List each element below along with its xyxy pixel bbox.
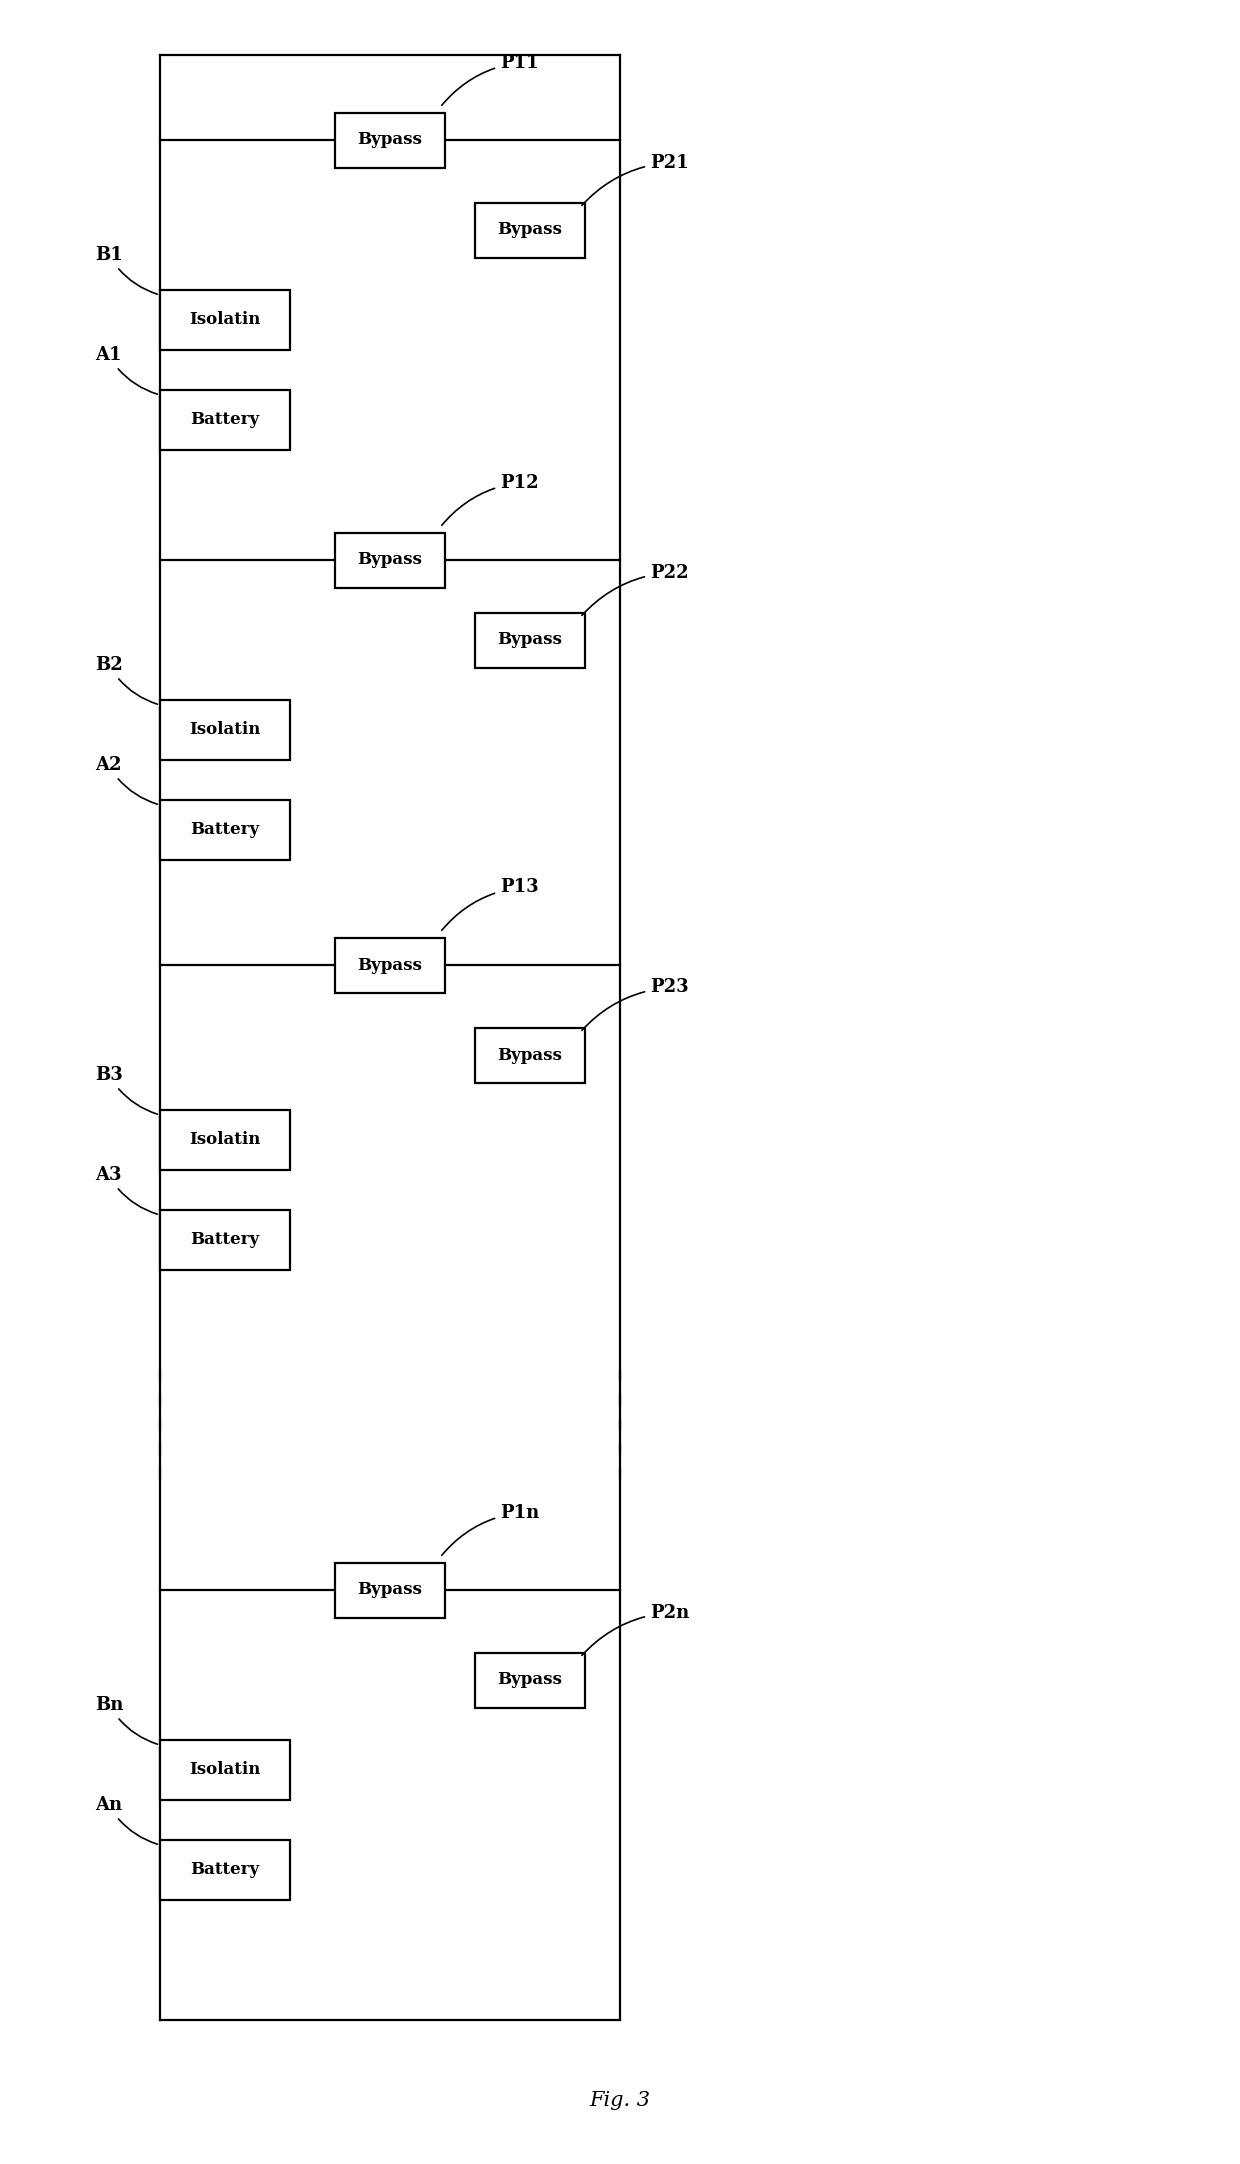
Text: Battery: Battery	[191, 1231, 259, 1249]
Bar	[335, 937, 445, 993]
Text: Bypass: Bypass	[497, 632, 563, 649]
Bar	[335, 1562, 445, 1617]
Bar	[160, 290, 290, 351]
Text: B2: B2	[95, 656, 157, 703]
Bar	[160, 1210, 290, 1270]
Text: An: An	[95, 1796, 157, 1844]
Text: B3: B3	[95, 1067, 157, 1114]
Bar	[160, 1110, 290, 1171]
Bar	[160, 1839, 290, 1900]
Text: P13: P13	[441, 879, 538, 931]
Bar	[160, 801, 290, 859]
Text: P21: P21	[582, 154, 688, 206]
Text: Bypass: Bypass	[497, 221, 563, 238]
Text: A2: A2	[95, 755, 157, 805]
Text: P2n: P2n	[582, 1604, 689, 1655]
Text: Bypass: Bypass	[357, 956, 423, 974]
Text: Isolatin: Isolatin	[190, 721, 260, 738]
Text: Isolatin: Isolatin	[190, 1761, 260, 1779]
Text: Bn: Bn	[95, 1697, 157, 1744]
Text: Bypass: Bypass	[357, 1582, 423, 1599]
Bar	[335, 113, 445, 167]
Bar	[475, 1653, 585, 1707]
Bar	[160, 390, 290, 450]
Text: Isolatin: Isolatin	[190, 1132, 260, 1149]
Text: Bypass: Bypass	[357, 132, 423, 149]
Text: Isolatin: Isolatin	[190, 312, 260, 329]
Bar	[475, 1028, 585, 1082]
Text: Bypass: Bypass	[497, 1047, 563, 1063]
Text: Battery: Battery	[191, 411, 259, 428]
Text: P12: P12	[441, 474, 538, 526]
Text: P23: P23	[582, 978, 688, 1030]
Bar	[160, 699, 290, 760]
Text: P1n: P1n	[441, 1504, 539, 1556]
Text: P11: P11	[441, 54, 538, 106]
Text: Battery: Battery	[191, 822, 259, 837]
Text: Battery: Battery	[191, 1861, 259, 1878]
Text: B1: B1	[95, 247, 157, 294]
Text: Fig. 3: Fig. 3	[589, 2090, 651, 2110]
Text: Bypass: Bypass	[497, 1671, 563, 1688]
Text: P22: P22	[582, 563, 688, 615]
Bar	[475, 203, 585, 258]
Bar	[160, 1740, 290, 1800]
Text: Bypass: Bypass	[357, 552, 423, 569]
Bar	[475, 612, 585, 667]
Text: A3: A3	[95, 1166, 157, 1214]
Text: A1: A1	[95, 346, 157, 394]
Bar	[335, 532, 445, 586]
